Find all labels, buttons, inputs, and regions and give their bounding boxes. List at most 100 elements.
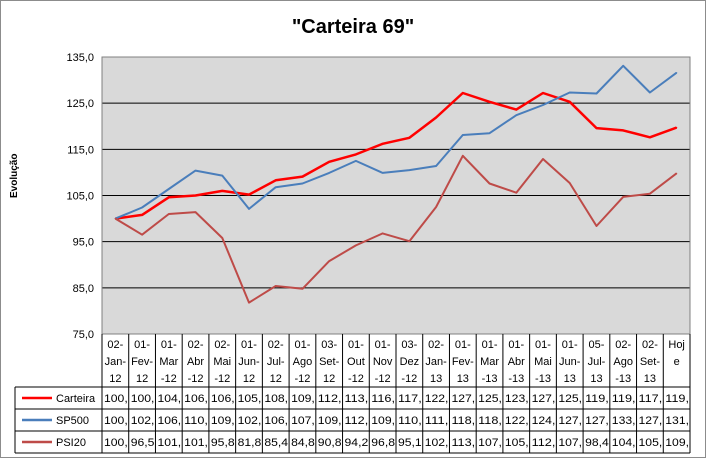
data-label-psi20: 98,4 — [585, 437, 609, 449]
x-tick-label: -13 — [615, 373, 631, 385]
x-tick-label: Fev- — [452, 356, 474, 368]
data-point-carteira — [301, 175, 304, 178]
x-tick-label: 03- — [321, 339, 337, 351]
data-label-psi20: 95,1 — [398, 437, 422, 449]
data-label-sp500: 118, — [451, 415, 475, 427]
x-tick-label: Jan- — [105, 356, 127, 368]
data-point-sp500 — [676, 72, 678, 74]
data-label-psi20: 101, — [184, 437, 208, 449]
data-label-carteira: 119, — [585, 393, 609, 405]
data-label-carteira: 116, — [371, 393, 395, 405]
data-point-carteira — [408, 137, 410, 139]
data-point-psi20 — [168, 213, 170, 215]
data-point-psi20 — [569, 182, 571, 184]
x-tick-label: 01- — [455, 339, 471, 351]
data-label-sp500: 107, — [291, 415, 315, 427]
data-point-carteira — [168, 196, 170, 198]
data-label-psi20: 105, — [505, 437, 529, 449]
x-tick-label: 02- — [107, 339, 123, 351]
data-label-carteira: 113, — [345, 393, 369, 405]
data-point-psi20 — [194, 211, 197, 213]
data-point-psi20 — [301, 288, 304, 290]
x-tick-label: 13 — [430, 373, 442, 385]
legend-label-sp500: SP500 — [56, 415, 89, 427]
x-tick-label: 02- — [428, 339, 444, 351]
data-label-psi20: 107, — [478, 437, 502, 449]
data-point-psi20 — [488, 182, 491, 185]
y-tick-label: 85,0 — [73, 283, 94, 295]
data-label-psi20: 102, — [425, 437, 449, 449]
data-label-carteira: 106, — [211, 393, 235, 405]
data-label-carteira: 109, — [291, 393, 315, 405]
x-tick-label: 01- — [535, 339, 551, 351]
x-tick-label: Abr — [508, 356, 525, 368]
series-line-sp500 — [115, 64, 678, 220]
data-point-sp500 — [328, 172, 330, 174]
x-tick-label: 01- — [295, 339, 311, 351]
data-label-sp500: 109, — [371, 415, 395, 427]
data-point-sp500 — [194, 169, 197, 172]
x-tick-label: Mar — [159, 356, 178, 368]
x-tick-label: -13 — [482, 373, 498, 385]
data-point-carteira — [382, 143, 384, 145]
data-label-psi20: 109, — [665, 437, 689, 449]
y-tick-label: 105,0 — [66, 191, 94, 203]
data-point-carteira — [649, 136, 651, 138]
x-tick-label: 12 — [136, 373, 148, 385]
data-label-sp500: 100, — [104, 415, 128, 427]
x-tick-label: Jun- — [559, 356, 581, 368]
data-label-sp500: 111, — [425, 415, 449, 427]
x-tick-label: -12 — [401, 373, 417, 385]
data-label-sp500: 110, — [398, 415, 422, 427]
data-label-sp500: 127, — [639, 415, 663, 427]
x-tick-label: 13 — [590, 373, 602, 385]
x-tick-label: 02- — [642, 339, 658, 351]
data-label-carteira: 125, — [478, 393, 502, 405]
x-tick-label: Dez — [400, 356, 420, 368]
y-tick-label: 75,0 — [73, 329, 94, 341]
x-tick-label: 13 — [457, 373, 469, 385]
data-label-psi20: 100, — [104, 437, 128, 449]
data-point-carteira — [355, 153, 357, 156]
data-label-sp500: 109, — [211, 415, 235, 427]
data-point-carteira — [194, 194, 197, 197]
x-tick-label: 02- — [615, 339, 631, 351]
data-point-carteira — [676, 127, 678, 129]
y-tick-label: 135,0 — [66, 52, 94, 64]
data-point-psi20 — [328, 260, 330, 262]
x-tick-label: 12 — [243, 373, 255, 385]
data-label-carteira: 100, — [104, 393, 128, 405]
data-point-sp500 — [221, 175, 223, 177]
data-label-psi20: 107, — [558, 437, 582, 449]
legend-label-carteira: Carteira — [56, 393, 96, 405]
data-label-carteira: 117, — [639, 393, 663, 405]
data-point-psi20 — [542, 158, 544, 160]
data-point-carteira — [569, 101, 571, 103]
x-tick-label: Ago — [293, 356, 313, 368]
data-point-sp500 — [382, 172, 384, 174]
y-tick-label: 115,0 — [67, 144, 94, 156]
data-point-carteira — [328, 161, 330, 163]
data-point-psi20 — [649, 193, 651, 195]
data-label-carteira: 112, — [318, 393, 342, 405]
data-label-psi20: 90,8 — [318, 437, 342, 449]
x-tick-label: 01- — [375, 339, 391, 351]
data-label-sp500: 124, — [532, 415, 556, 427]
data-label-carteira: 119, — [665, 393, 689, 405]
x-tick-label: 01- — [562, 339, 578, 351]
data-label-carteira: 127, — [451, 393, 475, 405]
x-tick-label: Ago — [613, 356, 633, 368]
data-point-carteira — [435, 116, 437, 119]
data-label-carteira: 108, — [264, 393, 288, 405]
data-label-carteira: 123, — [505, 393, 529, 405]
data-point-psi20 — [141, 234, 143, 236]
x-tick-label: 12 — [109, 373, 121, 385]
data-label-psi20: 81,8 — [238, 437, 262, 449]
data-point-sp500 — [248, 208, 250, 210]
data-label-sp500: 133, — [612, 415, 636, 427]
data-label-carteira: 119, — [612, 393, 636, 405]
x-tick-label: -13 — [508, 373, 524, 385]
data-label-psi20: 96,5 — [131, 437, 155, 449]
data-label-psi20: 94,2 — [345, 437, 369, 449]
data-label-psi20: 85,4 — [264, 437, 288, 449]
